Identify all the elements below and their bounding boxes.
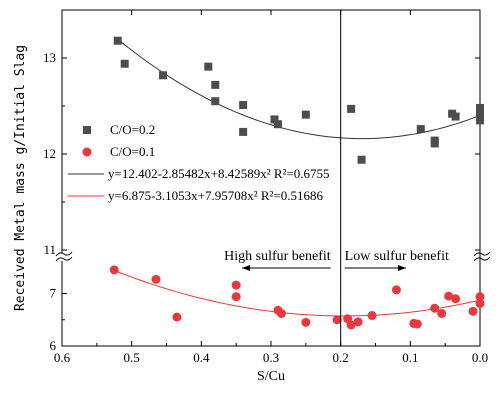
data-point-circle <box>468 306 478 316</box>
data-point-square <box>239 127 248 136</box>
data-point-square <box>211 80 220 89</box>
x-axis-title: S/Cu <box>257 369 285 384</box>
data-point-square <box>301 110 310 119</box>
data-point-square <box>204 62 213 71</box>
annotation-high-sulfur: High sulfur benefit <box>224 249 331 264</box>
data-point-circle <box>231 280 241 290</box>
data-point-square <box>476 108 484 117</box>
data-point-circle <box>353 317 363 327</box>
data-point-square <box>430 139 439 148</box>
legend-marker-square <box>83 126 91 134</box>
data-point-square <box>270 115 279 124</box>
data-point-square <box>416 125 425 134</box>
break-mark-right <box>473 256 491 262</box>
legend-label: y=6.875-3.1053x+7.95708x² R²=0.51686 <box>108 188 324 203</box>
x-tick-label: 0.1 <box>402 350 418 365</box>
data-point-circle <box>151 274 161 284</box>
x-tick-label: 0.3 <box>263 350 279 365</box>
arrow-left-head <box>242 265 250 271</box>
data-point-square <box>347 104 356 113</box>
data-point-circle <box>172 312 182 322</box>
data-point-circle <box>475 292 485 302</box>
data-point-circle <box>231 292 241 302</box>
annotations: High sulfur benefit Low sulfur benefit <box>224 249 449 271</box>
legend-marker-circle <box>82 147 92 157</box>
fit-curves <box>114 38 481 317</box>
fit-curve <box>114 270 481 317</box>
data-point-square <box>451 112 460 121</box>
data-point-circle <box>475 298 485 308</box>
annotation-low-sulfur: Low sulfur benefit <box>345 249 449 264</box>
y-tick-label: 12 <box>43 146 56 161</box>
data-points <box>109 36 485 330</box>
y-tick-label: 13 <box>43 50 56 65</box>
x-tick-label: 0.0 <box>472 350 488 365</box>
data-point-circle <box>451 294 461 304</box>
x-tick-label: 0.6 <box>54 350 71 365</box>
x-tick-label: 0.2 <box>333 350 349 365</box>
data-point-square <box>113 36 122 45</box>
data-point-square <box>239 101 248 110</box>
y-tick-label: 11 <box>43 242 56 257</box>
fit-curve <box>117 38 481 140</box>
data-point-square <box>476 103 484 112</box>
data-point-circle <box>346 320 356 330</box>
y-tick-label: 6 <box>50 338 57 353</box>
data-point-circle <box>332 315 342 325</box>
data-point-circle <box>391 285 401 295</box>
data-point-circle <box>367 311 377 321</box>
data-point-circle <box>430 303 440 313</box>
legend-label: C/O=0.1 <box>110 144 155 159</box>
axis-break <box>55 251 491 262</box>
upper-y-ticks: 11 12 13 <box>43 9 480 257</box>
x-ticks: 0.6 0.5 0.4 0.3 0.2 0.1 0.0 <box>54 10 488 365</box>
break-mark <box>55 251 73 257</box>
data-point-square <box>476 116 484 125</box>
data-point-circle <box>276 308 286 318</box>
data-point-circle <box>444 291 454 301</box>
data-point-square <box>357 155 366 164</box>
data-point-square <box>211 97 220 106</box>
break-gap <box>56 253 68 261</box>
lower-y-ticks: 67 <box>50 286 67 353</box>
legend-label: y=12.402-2.85482x+8.42589x² R²=0.6755 <box>108 166 330 181</box>
legend-label: C/O=0.2 <box>110 122 155 137</box>
data-point-square <box>273 120 282 129</box>
data-point-circle <box>437 308 447 318</box>
data-point-circle <box>412 319 422 329</box>
break-mark <box>55 256 73 262</box>
data-point-circle <box>109 265 119 275</box>
break-mark-right <box>473 251 491 257</box>
data-point-square <box>159 71 168 80</box>
x-tick-label: 0.5 <box>124 350 140 365</box>
arrow-right-head <box>398 265 406 271</box>
y-axis-title: Received Metal mass g/Initial Slag <box>13 45 28 311</box>
y-tick-label: 7 <box>50 286 57 301</box>
data-point-square <box>120 59 129 68</box>
x-tick-label: 0.4 <box>193 350 210 365</box>
legend: C/O=0.2 C/O=0.1 y=12.402-2.85482x+8.42589x… <box>68 122 330 203</box>
data-point-circle <box>301 317 311 327</box>
